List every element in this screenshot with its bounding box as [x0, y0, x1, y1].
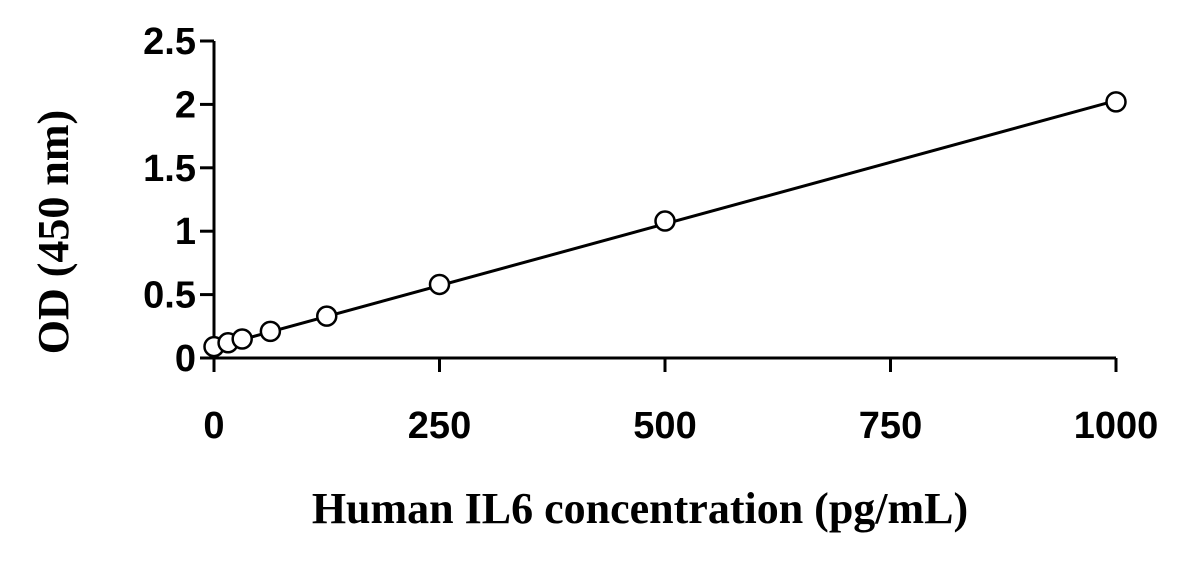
data-point — [316, 305, 338, 327]
x-tick-label: 500 — [633, 405, 696, 447]
y-tick-label: 0.5 — [143, 275, 196, 317]
data-point — [428, 273, 451, 296]
axes — [200, 39, 1118, 372]
y-tick-label: 2.5 — [143, 21, 196, 63]
data-point — [1105, 91, 1127, 113]
y-tick-label: 2 — [175, 84, 196, 126]
y-tick-label: 1.5 — [143, 148, 196, 190]
x-tick-label: 750 — [859, 405, 922, 447]
x-tick-label: 0 — [203, 405, 224, 447]
data-point — [654, 210, 676, 232]
data-point — [259, 320, 282, 343]
y-tick-label: 0 — [175, 338, 196, 380]
x-tick-label: 250 — [408, 405, 471, 447]
data-points — [203, 91, 1127, 358]
y-axis-title: OD (450 nm) — [29, 110, 78, 354]
tick-labels: 0 0.5 1 1.5 2 2.5 0 250 500 750 1000 — [143, 21, 1158, 447]
x-axis-title: Human IL6 concentration (pg/mL) — [312, 484, 968, 533]
y-tick-label: 1 — [175, 211, 196, 253]
x-tick-label: 1000 — [1074, 405, 1159, 447]
data-point — [231, 328, 253, 350]
